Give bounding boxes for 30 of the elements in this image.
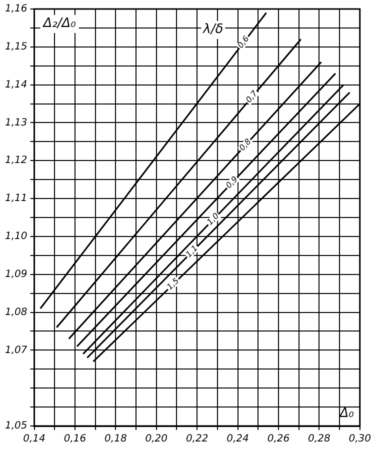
y-tick-label: 1,05 <box>5 420 28 432</box>
x-axis-title: Δ₀ <box>338 406 355 421</box>
y-tick-label: 1,11 <box>5 193 28 204</box>
text: 1,1 <box>184 244 200 260</box>
y-tick-label: 1,14 <box>5 79 28 90</box>
x-tick-label: 0,24 <box>226 434 249 445</box>
text: 0,6 <box>236 34 251 50</box>
x-tick-label: 0,20 <box>145 434 168 445</box>
x-tick-label: 0,28 <box>308 434 330 445</box>
y-tick-label: 1,15 <box>5 42 28 53</box>
x-tick-label: 0,16 <box>64 434 86 445</box>
y-axis-title: Δ₂/Δ₀ <box>42 16 77 31</box>
x-tick-label: 0,18 <box>104 434 127 445</box>
y-tick-label: 1,16 <box>5 4 28 15</box>
x-tick-label: 0,30 <box>348 434 371 445</box>
y-tick-label: 1,09 <box>5 268 28 280</box>
x-tick-label: 0,22 <box>186 434 208 445</box>
legend-title: λ/δ <box>202 22 224 37</box>
text: 0,8 <box>238 137 253 153</box>
y-tick-label: 1,12 <box>5 155 28 166</box>
y-tick-label: 1,13 <box>5 117 28 128</box>
text: 1,5 <box>165 276 181 292</box>
y-tick-label: 1,08 <box>5 306 28 318</box>
y-tick-label: 1,07 <box>5 344 28 356</box>
text: 0,7 <box>244 88 260 104</box>
text: 0,9 <box>224 174 240 190</box>
x-tick-label: 0,14 <box>23 434 46 445</box>
y-tick-label: 1,10 <box>5 231 28 242</box>
x-tick-label: 0,26 <box>267 434 290 445</box>
text: 1,0 <box>205 211 221 227</box>
